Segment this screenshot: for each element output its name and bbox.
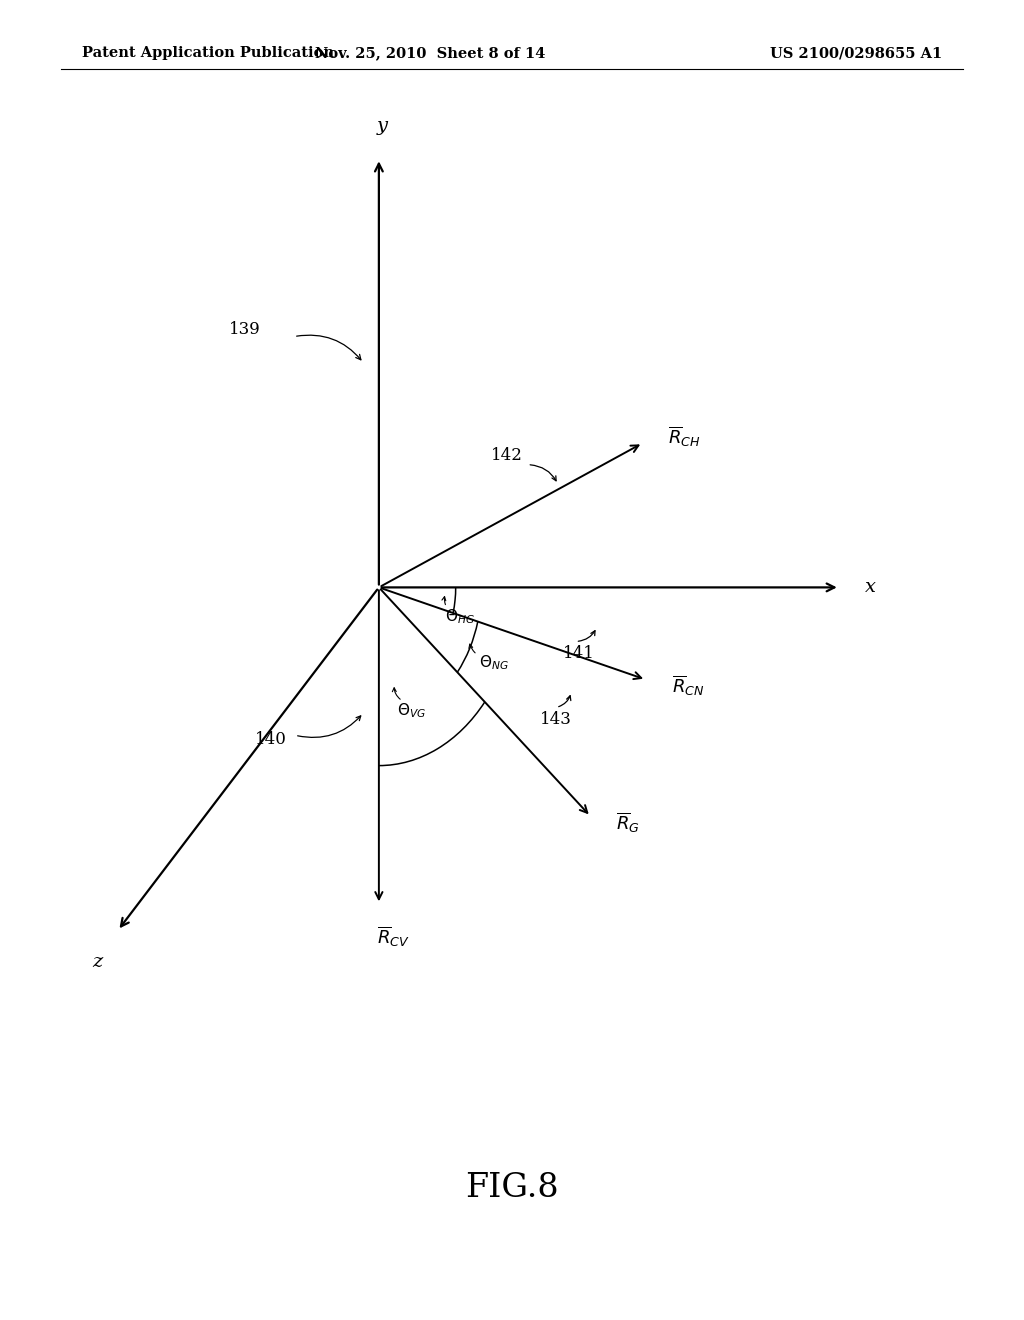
Text: $\overline{R}_{CH}$: $\overline{R}_{CH}$ bbox=[669, 424, 701, 449]
Text: z: z bbox=[92, 953, 102, 972]
Text: $\Theta_{NG}$: $\Theta_{NG}$ bbox=[479, 653, 509, 672]
Text: $\Theta_{HG}$: $\Theta_{HG}$ bbox=[445, 607, 475, 626]
Text: $\overline{R}_{CV}$: $\overline{R}_{CV}$ bbox=[377, 925, 410, 949]
Text: Patent Application Publication: Patent Application Publication bbox=[82, 46, 334, 61]
Text: $\Theta_{VG}$: $\Theta_{VG}$ bbox=[397, 701, 426, 719]
Text: Nov. 25, 2010  Sheet 8 of 14: Nov. 25, 2010 Sheet 8 of 14 bbox=[315, 46, 545, 61]
Text: 139: 139 bbox=[229, 322, 261, 338]
Text: 141: 141 bbox=[562, 645, 595, 661]
Text: 140: 140 bbox=[255, 731, 288, 747]
Text: y: y bbox=[377, 116, 387, 135]
Text: $\overline{R}_{CN}$: $\overline{R}_{CN}$ bbox=[672, 675, 705, 698]
Text: $\overline{R}_{G}$: $\overline{R}_{G}$ bbox=[616, 810, 640, 836]
Text: US 2100/0298655 A1: US 2100/0298655 A1 bbox=[770, 46, 942, 61]
Text: 142: 142 bbox=[490, 447, 523, 463]
Text: 143: 143 bbox=[540, 711, 572, 727]
Text: FIG.8: FIG.8 bbox=[465, 1172, 559, 1204]
Text: x: x bbox=[865, 578, 877, 597]
